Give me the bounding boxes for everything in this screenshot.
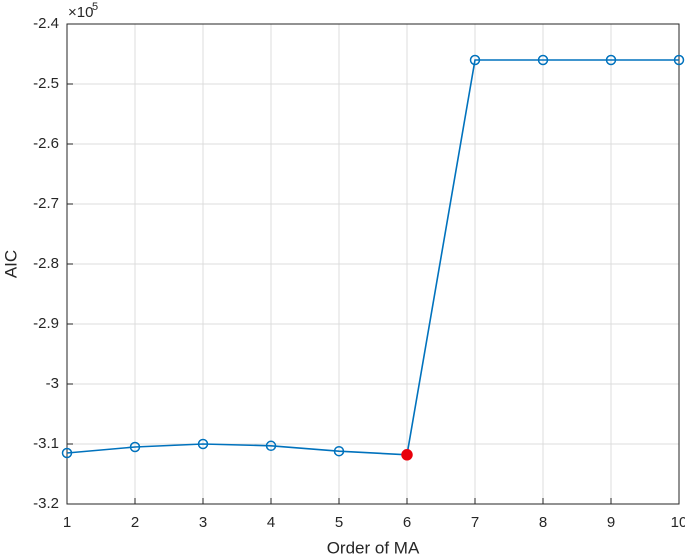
data-line: [66, 59, 679, 456]
x-tick-label: 6: [403, 514, 411, 531]
y-tick-label: -2.9: [33, 315, 59, 332]
x-tick-label: 4: [267, 514, 275, 531]
x-tick-label: 9: [607, 514, 615, 531]
x-tick-label: 8: [539, 514, 547, 531]
y-tick-label: -2.7: [33, 195, 59, 212]
marker: [605, 54, 617, 66]
y-tick-label: -2.5: [33, 75, 59, 92]
highlight-marker: [401, 449, 413, 461]
y-axis-label: AIC: [1, 250, 20, 278]
y-tick-label: -2.8: [33, 255, 59, 272]
x-tick-label: 10: [671, 514, 685, 531]
x-axis-label: Order of MA: [327, 538, 420, 557]
marker: [673, 54, 685, 66]
marker: [333, 445, 345, 457]
y-tick-label: -3.1: [33, 435, 59, 452]
x-tick-label: 3: [199, 514, 207, 531]
y-tick-label: -2.4: [33, 15, 59, 32]
axes-box: [66, 23, 680, 505]
marker: [265, 440, 277, 452]
y-exponent-power: 5: [92, 1, 98, 13]
x-tick-label: 5: [335, 514, 343, 531]
y-tick-label: -3: [46, 375, 59, 392]
y-tick-label: -2.6: [33, 135, 59, 152]
marker: [469, 54, 481, 66]
y-tick-label: -3.2: [33, 495, 59, 512]
y-exponent-base: ×10: [68, 4, 93, 21]
marker: [537, 54, 549, 66]
marker: [197, 438, 209, 450]
marker: [61, 447, 73, 459]
x-tick-label: 2: [131, 514, 139, 531]
x-tick-label: 1: [63, 514, 71, 531]
marker: [129, 441, 141, 453]
x-tick-label: 7: [471, 514, 479, 531]
